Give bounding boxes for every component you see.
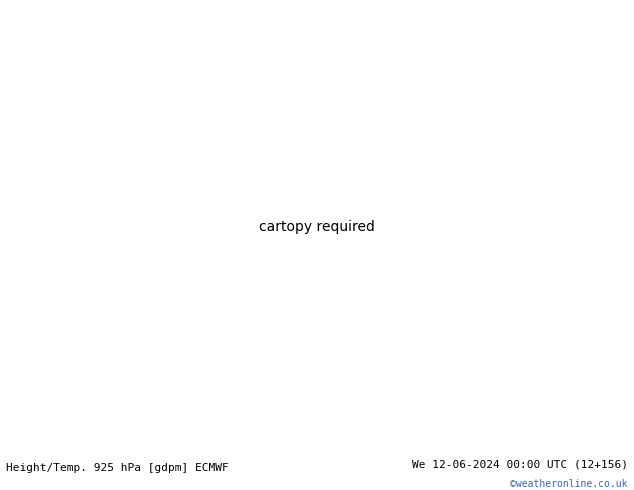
Text: cartopy required: cartopy required	[259, 220, 375, 234]
Text: ©weatheronline.co.uk: ©weatheronline.co.uk	[510, 480, 628, 490]
Text: Height/Temp. 925 hPa [gdpm] ECMWF: Height/Temp. 925 hPa [gdpm] ECMWF	[6, 463, 229, 473]
Text: We 12-06-2024 00:00 UTC (12+156): We 12-06-2024 00:00 UTC (12+156)	[411, 459, 628, 469]
